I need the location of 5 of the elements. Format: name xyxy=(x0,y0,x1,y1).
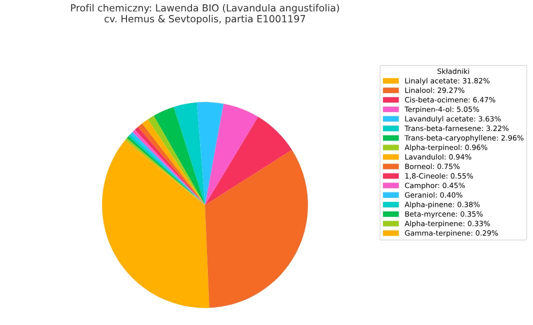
pie-slice xyxy=(174,102,205,205)
chart-title: Profil chemiczny: Lawenda BIO (Lavandula angustifolia) cv. Hemus & Sevtopolis, partia E1001197 xyxy=(71,4,339,24)
pie-slice xyxy=(205,116,292,205)
pie-slice xyxy=(205,150,308,308)
pie-slice xyxy=(205,104,258,205)
